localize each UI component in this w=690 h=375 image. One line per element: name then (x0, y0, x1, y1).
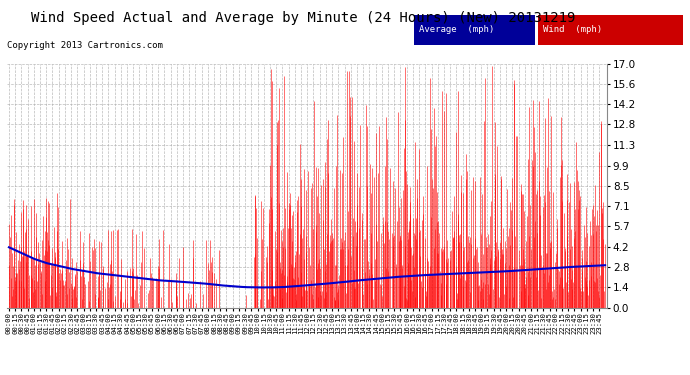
FancyBboxPatch shape (538, 15, 683, 45)
Text: Average  (mph): Average (mph) (420, 26, 495, 34)
Text: Wind  (mph): Wind (mph) (543, 26, 602, 34)
FancyBboxPatch shape (414, 15, 535, 45)
Text: Copyright 2013 Cartronics.com: Copyright 2013 Cartronics.com (7, 41, 163, 50)
Text: Wind Speed Actual and Average by Minute (24 Hours) (New) 20131219: Wind Speed Actual and Average by Minute … (32, 11, 575, 25)
